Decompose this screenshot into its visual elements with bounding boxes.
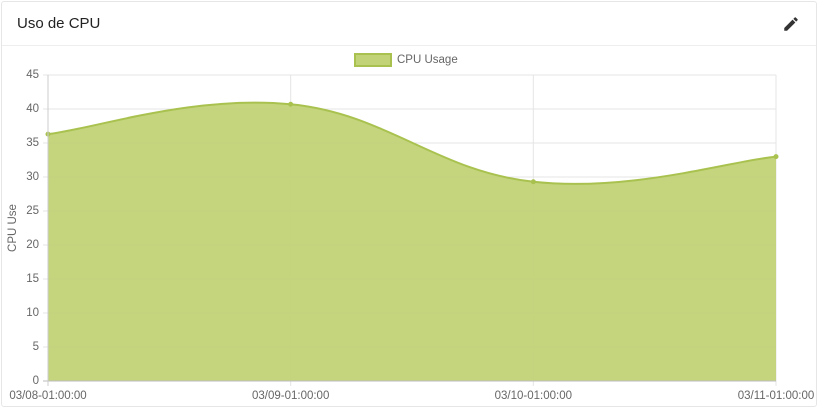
- legend-swatch: [354, 53, 392, 67]
- x-tick-label: 03/11-01:00:00: [738, 390, 815, 402]
- y-tick-label: 35: [26, 137, 39, 149]
- edit-icon[interactable]: [782, 15, 800, 33]
- y-axis-label: CPU Use: [7, 204, 19, 252]
- card-header: Uso de CPU: [2, 2, 816, 46]
- card-title: Uso de CPU: [17, 15, 101, 32]
- y-tick-label: 10: [26, 307, 39, 319]
- y-tick-label: 30: [26, 171, 39, 183]
- y-tick-label: 5: [33, 341, 39, 353]
- y-tick-label: 20: [26, 239, 39, 251]
- area: [48, 102, 776, 381]
- x-tick-label: 03/10-01:00:00: [495, 390, 572, 402]
- y-tick-label: 15: [26, 273, 39, 285]
- point: [773, 154, 779, 160]
- y-tick-label: 25: [26, 205, 39, 217]
- y-tick-label: 0: [33, 375, 39, 387]
- y-tick-label: 40: [26, 103, 39, 115]
- point: [288, 101, 294, 107]
- legend-label: CPU Usage: [397, 54, 458, 66]
- line: [47, 101, 777, 185]
- point: [530, 179, 536, 185]
- y-tick-label: 45: [26, 69, 39, 81]
- x-tick-label: 03/09-01:00:00: [252, 390, 329, 402]
- x-tick-label: 03/08-01:00:00: [9, 390, 86, 402]
